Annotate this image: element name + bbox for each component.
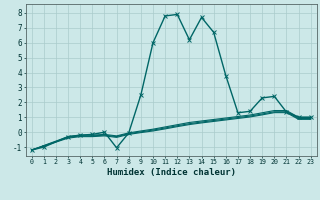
X-axis label: Humidex (Indice chaleur): Humidex (Indice chaleur) bbox=[107, 168, 236, 177]
